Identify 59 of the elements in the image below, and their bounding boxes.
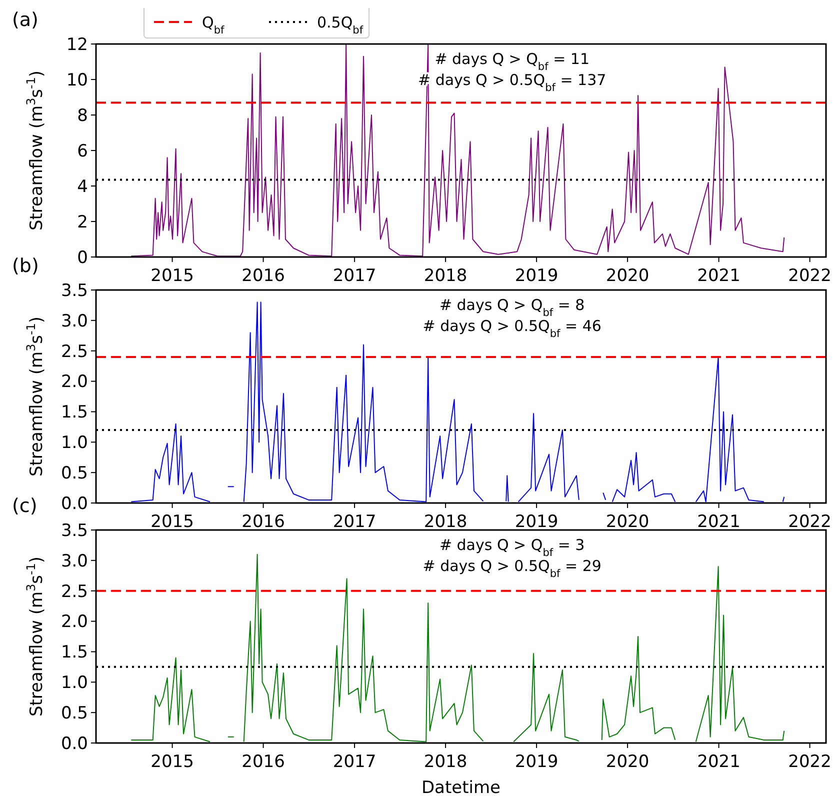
y-tick-label: 3.0 — [60, 311, 88, 332]
x-tick-label: 2022 — [788, 266, 832, 286]
annotation: # days Q > 0.5Q$_{bf}$ = 46 — [422, 317, 602, 340]
y-tick-label: 3.5 — [60, 520, 88, 541]
y-tick-label: 1.0 — [60, 433, 88, 454]
y-tick-label: 0.5 — [60, 464, 88, 484]
y-tick-label: 8 — [77, 106, 88, 126]
y-tick-label: 0.0 — [60, 734, 88, 754]
y-tick-label: 2.5 — [60, 582, 88, 602]
line-series — [130, 44, 785, 257]
y-tick-label: 12 — [66, 34, 88, 55]
x-tick-label: 2016 — [242, 512, 285, 532]
x-tick-label: 2020 — [606, 512, 650, 532]
x-tick-label: 2022 — [788, 512, 832, 532]
x-tick-label: 2016 — [242, 266, 285, 286]
legend-label: 0.5Q$_{bf}$ — [317, 13, 364, 36]
x-tick-label: 2015 — [150, 752, 194, 772]
x-tick-label: 2019 — [514, 752, 558, 772]
x-tick-label: 2015 — [150, 266, 194, 286]
x-tick-label: 2017 — [332, 512, 376, 532]
y-tick-label: 4 — [77, 176, 88, 197]
chart-title: (c) — [12, 495, 38, 517]
y-tick-label: 1.5 — [60, 642, 88, 663]
x-tick-label: 2021 — [697, 266, 740, 286]
x-tick-label: 2021 — [697, 752, 740, 772]
legend-label: Q$_{bf}$ — [202, 13, 224, 36]
annotation: # days Q > 0.5Q$_{bf}$ = 29 — [422, 557, 602, 580]
chart-title: (b) — [12, 255, 39, 277]
y-tick-label: 0.0 — [60, 494, 88, 514]
x-axis-title: Datetime — [421, 778, 501, 798]
x-tick-label: 2017 — [332, 266, 376, 286]
y-tick-label: 3.0 — [60, 551, 88, 572]
x-tick-label: 2022 — [788, 752, 832, 772]
x-tick-label: 2017 — [332, 752, 376, 772]
x-tick-label: 2019 — [514, 512, 558, 532]
annotation: # days Q > Q$_{bf}$ = 11 — [434, 50, 590, 73]
annotation: # days Q > Q$_{bf}$ = 8 — [439, 296, 585, 319]
x-tick-label: 2021 — [697, 512, 740, 532]
y-tick-label: 3.5 — [60, 280, 88, 301]
x-tick-label: 2015 — [150, 512, 194, 532]
x-tick-label: 2020 — [606, 266, 650, 286]
y-tick-label: 6 — [77, 141, 88, 162]
x-tick-label: 2019 — [514, 266, 558, 286]
y-tick-label: 2.0 — [60, 372, 88, 392]
annotation: # days Q > Q$_{bf}$ = 3 — [439, 536, 585, 559]
x-tick-label: 2018 — [424, 752, 468, 772]
y-tick-label: 1.0 — [60, 673, 88, 694]
chart-title: (a) — [12, 9, 38, 31]
x-tick-label: 2018 — [424, 512, 468, 532]
x-tick-label: 2018 — [424, 266, 468, 286]
y-tick-label: 1.5 — [60, 402, 88, 423]
x-tick-label: 2020 — [606, 752, 650, 772]
y-tick-label: 2 — [77, 212, 88, 232]
y-tick-label: 2.5 — [60, 342, 88, 362]
y-tick-label: 0 — [77, 248, 88, 268]
y-tick-label: 2.0 — [60, 612, 88, 632]
y-tick-label: 10 — [66, 70, 88, 90]
y-tick-label: 0.5 — [60, 704, 88, 724]
x-tick-label: 2016 — [242, 752, 285, 772]
